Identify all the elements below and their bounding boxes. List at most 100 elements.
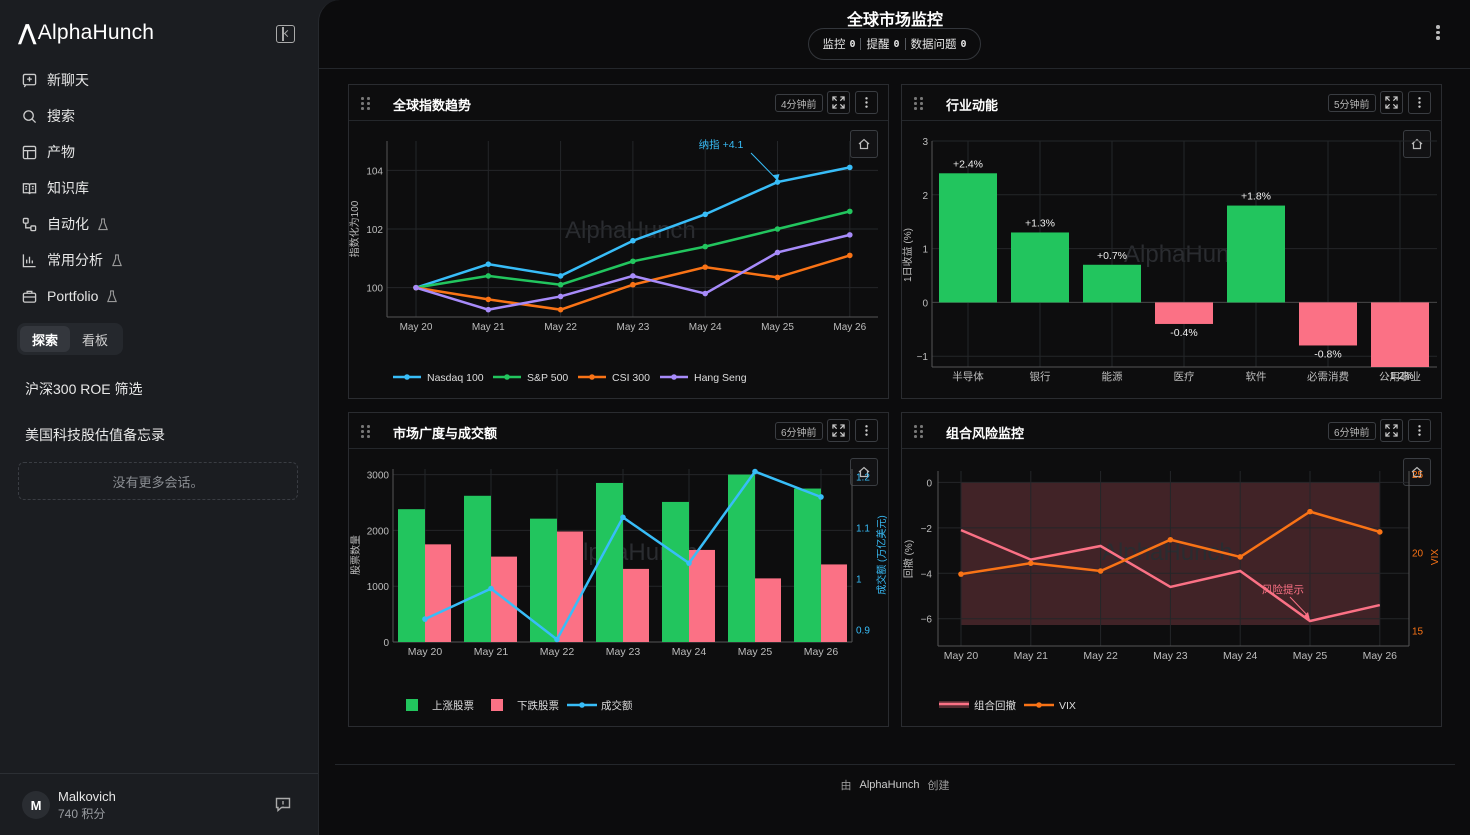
briefcase-icon — [22, 289, 37, 304]
drag-handle-icon[interactable] — [914, 424, 924, 438]
panel-menu-button[interactable] — [1408, 91, 1431, 114]
session-item[interactable]: 美国科技股估值备忘录 — [25, 427, 165, 443]
artifact-icon — [22, 145, 37, 160]
nav-common-analysis[interactable]: 常用分析 — [16, 242, 306, 278]
y-tick-label: −1 — [917, 352, 929, 363]
data-point — [557, 273, 564, 279]
divider — [860, 38, 862, 50]
bar-down — [425, 544, 451, 642]
footer-suffix: 创建 — [927, 779, 950, 792]
beta-flask-icon — [111, 253, 123, 266]
bar-value-label: -0.4% — [1170, 327, 1197, 339]
y-tick-label: 104 — [366, 166, 383, 177]
toggle-explore[interactable]: 探索 — [20, 326, 70, 352]
issue-label[interactable]: 数据问题 — [910, 39, 957, 51]
search-icon — [22, 109, 37, 124]
app-logo[interactable]: ⋀ AlphaHunch — [18, 20, 154, 46]
legend-label: 成交额 — [601, 699, 633, 712]
y-tick-label: −6 — [921, 615, 933, 626]
nav-search[interactable]: 搜索 — [16, 98, 306, 134]
session-item[interactable]: 沪深300 ROE 筛选 — [25, 381, 143, 397]
x-tick-label: May 23 — [617, 322, 650, 333]
panel-title: 全球指数趋势 — [393, 98, 472, 113]
panel-menu-button[interactable] — [1408, 419, 1431, 442]
data-point — [554, 636, 560, 643]
footer: 由 AlphaHunch 创建 — [335, 764, 1455, 804]
data-point — [1307, 508, 1313, 515]
data-point — [818, 494, 824, 500]
beta-flask-icon — [97, 217, 109, 230]
bar-up — [596, 482, 623, 642]
bar-up — [662, 501, 689, 642]
expand-button[interactable] — [827, 91, 850, 114]
data-point — [485, 306, 492, 313]
monitor-label[interactable]: 监控 — [822, 39, 846, 51]
legend-swatch — [491, 699, 503, 711]
logo-text: AlphaHunch — [37, 21, 155, 44]
bar-down — [821, 564, 847, 642]
x-tick-label: May 25 — [738, 646, 773, 658]
annotation-arrowhead — [1304, 612, 1310, 620]
reset-zoom-button[interactable] — [1403, 458, 1431, 486]
panel-menu-button[interactable] — [855, 91, 878, 114]
data-point — [847, 208, 853, 215]
panel-header: 行业动能 5分钟前 — [902, 85, 1441, 121]
reset-zoom-button[interactable] — [850, 130, 878, 158]
expand-button[interactable] — [827, 419, 850, 442]
update-age-badge: 4分钟前 — [775, 94, 823, 112]
collapse-sidebar-icon[interactable] — [276, 25, 295, 43]
reset-zoom-button[interactable] — [850, 458, 878, 486]
home-icon — [858, 138, 870, 150]
expand-button[interactable] — [1380, 419, 1403, 442]
x-tick-label: May 20 — [408, 646, 443, 658]
nav-automation[interactable]: 自动化 — [16, 206, 306, 242]
nav-knowledge-base[interactable]: 知识库 — [16, 170, 306, 206]
x-tick-label: May 26 — [833, 322, 866, 333]
nav-portfolio[interactable]: Portfolio — [16, 278, 306, 314]
y-tick-label: 1 — [922, 245, 928, 256]
data-point — [1167, 536, 1174, 543]
toggle-board[interactable]: 看板 — [81, 332, 108, 348]
footer-brand[interactable]: AlphaHunch — [859, 778, 920, 791]
expand-button[interactable] — [1380, 91, 1403, 114]
reset-zoom-button[interactable] — [1403, 130, 1431, 158]
x-tick-label: May 22 — [540, 646, 575, 658]
legend-label: Hang Seng — [694, 372, 747, 384]
data-point — [630, 258, 636, 265]
kebab-icon — [1418, 97, 1421, 108]
x-tick-label: 公用事业 — [1379, 370, 1421, 383]
nav-new-chat[interactable]: 新聊天 — [16, 62, 306, 98]
bar — [1299, 302, 1357, 346]
feedback-icon[interactable] — [275, 797, 291, 812]
panel-menu-button[interactable] — [855, 419, 878, 442]
drag-handle-icon[interactable] — [361, 424, 371, 438]
bar-value-label: +1.8% — [1241, 191, 1271, 203]
x-tick-label: May 26 — [1363, 650, 1398, 662]
more-menu-icon[interactable] — [1435, 25, 1441, 43]
logo-mark-icon: ⋀ — [18, 20, 37, 45]
x-tick-label: 能源 — [1102, 370, 1124, 383]
x-tick-label: May 26 — [804, 646, 839, 658]
avatar[interactable]: M — [22, 791, 50, 819]
data-point — [422, 616, 428, 622]
nav-artifacts[interactable]: 产物 — [16, 134, 306, 170]
y2-tick-label: 15 — [1412, 626, 1424, 637]
drag-handle-icon[interactable] — [361, 96, 371, 110]
drag-handle-icon[interactable] — [914, 96, 924, 110]
kebab-icon — [865, 425, 868, 436]
bar — [1011, 232, 1069, 303]
panel-title: 行业动能 — [946, 98, 999, 113]
no-more-sessions: 没有更多会话。 — [18, 462, 298, 500]
top-bar: 全球市场监控 监控 0 提醒 0 数据问题 0 — [319, 0, 1470, 69]
panel-sector-momentum: 行业动能 5分钟前 AlphaHunch −1 0 1 2 3 +2.4% 半导体 +1.3% 银… — [901, 84, 1442, 399]
alert-label[interactable]: 提醒 — [866, 39, 890, 51]
main-area: 全球市场监控 监控 0 提醒 0 数据问题 0 全球指数趋势 4分钟前 AlphaHu… — [318, 0, 1470, 835]
bar-down — [689, 549, 715, 642]
view-toggle: 探索 看板 — [17, 323, 123, 355]
legend-label: S&P 500 — [527, 372, 568, 384]
panel-header: 市场广度与成交额 6分钟前 — [349, 413, 888, 449]
bar-down — [557, 531, 583, 642]
footer-prefix: 由 — [840, 779, 852, 792]
x-tick-label: 必需消费 — [1307, 370, 1349, 383]
panel-title: 市场广度与成交额 — [393, 426, 498, 441]
